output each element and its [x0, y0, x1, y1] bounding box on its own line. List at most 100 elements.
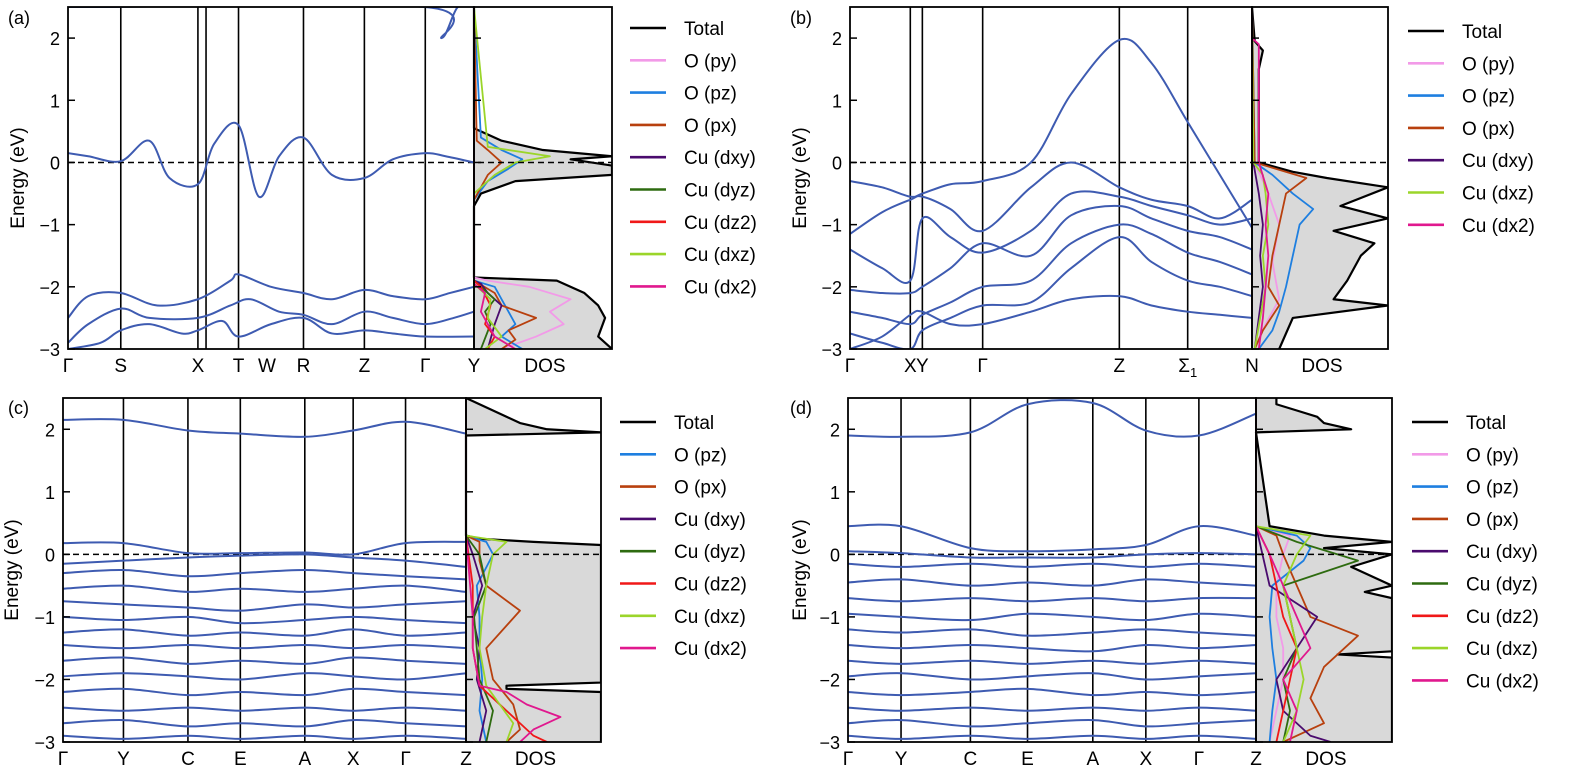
- kpoint-label: Γ: [845, 356, 855, 377]
- kpoint-label: S: [114, 356, 127, 377]
- legend-label: Cu (dxy): [684, 148, 756, 169]
- kpoint-label: E: [234, 749, 247, 770]
- band-line: [63, 644, 467, 650]
- legend-item-cu-dz2: Cu (dz2): [1412, 607, 1539, 628]
- band-line: [848, 578, 1257, 587]
- dos-curve-o-pz: [1255, 398, 1312, 742]
- dos-frame: [1255, 397, 1393, 743]
- band-line: [850, 37, 1253, 229]
- legend-item-o-pz: O (pz): [630, 84, 737, 105]
- y-tick-label: 1: [832, 91, 842, 111]
- legend-label: O (pz): [1466, 478, 1519, 499]
- band-line: [850, 223, 1253, 326]
- dos-curve-o-px: [1255, 398, 1359, 742]
- legend: Total O (py) O (pz) O (px) Cu (dxy) Cu (dxz) C…: [1408, 22, 1535, 237]
- kpoint-label: N: [1245, 356, 1259, 377]
- y-tick-label: 2: [832, 29, 842, 49]
- legend-label: Cu (dyz): [684, 181, 756, 202]
- dos-frame: [473, 6, 613, 350]
- kpoint-label: Σ1: [1178, 356, 1197, 380]
- kpoint-label: R: [297, 356, 311, 377]
- band-line: [848, 399, 1257, 438]
- band-line: [850, 204, 1253, 295]
- legend: Total O (py) O (pz) O (px) Cu (dxy) Cu (dyz) C…: [1412, 413, 1539, 692]
- band-line: [848, 550, 1257, 559]
- kpoint-label: W: [258, 356, 276, 377]
- y-tick-label: 2: [45, 420, 55, 440]
- legend-item-cu-dxz: Cu (dxz): [1408, 184, 1534, 205]
- dos-total-fill: [1252, 7, 1388, 349]
- kpoint-label: T: [233, 356, 245, 377]
- y-axis-label: Energy (eV): [790, 519, 811, 620]
- band-line: [68, 121, 475, 198]
- legend-item-o-py: O (py): [1412, 445, 1519, 466]
- y-tick-label: −2: [34, 670, 55, 690]
- kpoint-label: X: [192, 356, 205, 377]
- legend-item-total: Total: [1412, 413, 1506, 434]
- legend-item-cu-dyz: Cu (dyz): [1412, 575, 1538, 596]
- kpoint-label: A: [298, 749, 311, 770]
- y-tick-label: −1: [821, 216, 842, 236]
- kpoint-label: E: [1021, 749, 1034, 770]
- dos-axis-label: DOS: [524, 356, 565, 377]
- kpoint-label: Γ: [63, 356, 73, 377]
- legend-label: Cu (dz2): [1466, 607, 1539, 628]
- legend-item-total: Total: [620, 413, 714, 434]
- dos-curve-cu-dx2: [1251, 7, 1270, 349]
- legend-item-o-py: O (py): [630, 51, 737, 72]
- kpoint-label: Z: [359, 356, 371, 377]
- legend-label: Cu (dxy): [1466, 542, 1538, 563]
- dos-curve-cu-dyz: [465, 398, 494, 742]
- kpoint-label: Γ: [1194, 749, 1204, 770]
- kpoint-label: Γ: [58, 749, 68, 770]
- legend-label: Cu (dxy): [1462, 151, 1534, 172]
- kpoint-label: X: [1139, 749, 1152, 770]
- legend-item-total: Total: [1408, 22, 1502, 43]
- legend-label: O (px): [1466, 510, 1519, 531]
- y-tick-label: −2: [39, 278, 60, 298]
- legend-label: Cu (dx2): [674, 639, 747, 660]
- band-line: [63, 719, 467, 728]
- y-tick-label: 1: [830, 483, 840, 503]
- band-line: [63, 672, 467, 681]
- kpoint-label: Y: [916, 356, 929, 377]
- band-line: [848, 687, 1257, 697]
- kpoint-label: Z: [1250, 749, 1262, 770]
- panel-label: (a): [8, 8, 30, 28]
- panel-c: (c) Energy (eV) −3 −2 −1 0 1 2 Γ Y C E A X Γ Z DOS Total O…: [2, 397, 747, 770]
- legend-item-o-px: O (px): [1412, 510, 1519, 531]
- legend-label: Total: [1466, 413, 1506, 434]
- legend-label: Cu (dz2): [684, 213, 757, 234]
- kpoint-label: Z: [1114, 356, 1126, 377]
- band-line: [68, 298, 475, 344]
- y-axis-label: Energy (eV): [790, 127, 811, 228]
- legend-item-cu-dx2: Cu (dx2): [1408, 216, 1535, 237]
- legend-item-cu-dx2: Cu (dx2): [1412, 671, 1539, 692]
- band-line: [848, 706, 1257, 712]
- legend-item-cu-dx2: Cu (dx2): [630, 277, 757, 298]
- legend-item-cu-dxy: Cu (dxy): [1408, 151, 1534, 172]
- panel-b: (b) Energy (eV) −3 −2 −1 0 1 2 Γ X Y Γ Z Σ1 N DOS Total O…: [790, 6, 1535, 380]
- legend-label: Total: [1462, 22, 1502, 43]
- legend-label: Cu (dx2): [1466, 671, 1539, 692]
- legend-label: O (px): [1462, 119, 1515, 140]
- kpoint-label: Y: [468, 356, 481, 377]
- legend-label: Cu (dz2): [674, 575, 747, 596]
- y-tick-label: 0: [832, 153, 842, 173]
- y-tick-label: 0: [50, 153, 60, 173]
- y-tick-label: −1: [819, 608, 840, 628]
- dos-curve-cu-dx2: [1255, 398, 1312, 742]
- legend-label: O (pz): [684, 84, 737, 105]
- band-line: [63, 734, 467, 740]
- panel-label: (b): [790, 8, 812, 28]
- legend-label: Cu (dyz): [674, 542, 746, 563]
- band-line: [63, 628, 467, 637]
- legend-label: Cu (dxy): [674, 510, 746, 531]
- band-line: [848, 562, 1257, 568]
- kpoint-label: Γ: [843, 749, 853, 770]
- dos-curve-total: [464, 398, 601, 742]
- legend-label: O (pz): [1462, 87, 1515, 108]
- band-line: [63, 615, 467, 625]
- band-line: [848, 523, 1257, 553]
- band-line: [63, 706, 467, 712]
